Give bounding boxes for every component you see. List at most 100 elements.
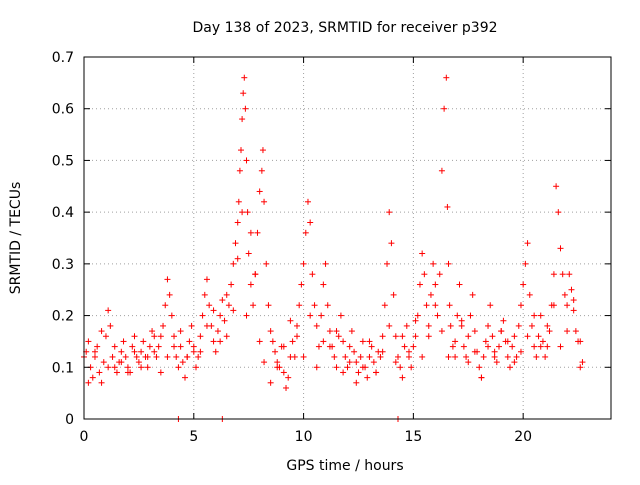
data-point (190, 348, 197, 355)
data-point (381, 302, 388, 309)
data-point (524, 240, 531, 247)
data-point (109, 353, 116, 360)
data-point (436, 271, 443, 278)
data-point (263, 260, 270, 267)
data-point (331, 353, 338, 360)
data-point (425, 333, 432, 340)
data-point (151, 348, 158, 355)
data-point (539, 338, 546, 345)
data-point (85, 338, 92, 345)
data-point (240, 90, 247, 97)
data-point (572, 328, 579, 335)
data-point (465, 359, 472, 366)
data-point (364, 374, 371, 381)
data-point (386, 322, 393, 329)
data-point (386, 209, 393, 216)
chart-title: Day 138 of 2023, SRMTID for receiver p39… (192, 20, 497, 36)
data-point (445, 353, 452, 360)
x-tick-label: 0 (80, 429, 89, 445)
data-point (550, 302, 557, 309)
data-point (217, 312, 224, 319)
data-point (550, 271, 557, 278)
data-point (463, 353, 470, 360)
data-point (309, 271, 316, 278)
y-tick-label: 0.2 (52, 309, 74, 325)
data-point (416, 281, 423, 288)
data-point (370, 359, 377, 366)
data-point (504, 338, 511, 345)
data-point (553, 183, 560, 190)
data-point (228, 281, 235, 288)
y-tick-label: 0.7 (52, 50, 74, 66)
data-point (452, 353, 459, 360)
data-point (555, 209, 562, 216)
data-point (344, 364, 351, 371)
data-point (245, 250, 252, 257)
data-point (566, 271, 573, 278)
data-point (203, 322, 210, 329)
data-point (493, 359, 500, 366)
x-tick-label: 20 (514, 429, 532, 445)
data-point (171, 333, 178, 340)
data-point (399, 333, 406, 340)
x-tick-label: 15 (404, 429, 422, 445)
data-point (261, 359, 268, 366)
data-point (85, 379, 92, 386)
data-point (186, 338, 193, 345)
data-point (157, 333, 164, 340)
data-point (195, 353, 202, 360)
data-point (293, 333, 300, 340)
data-point (91, 348, 98, 355)
data-point (561, 291, 568, 298)
data-point (223, 291, 230, 298)
data-point (537, 343, 544, 350)
data-point (528, 322, 535, 329)
data-point (454, 312, 461, 319)
data-point (322, 260, 329, 267)
data-point (184, 353, 191, 360)
data-point (425, 322, 432, 329)
data-point (395, 353, 402, 360)
y-tick-label: 0.1 (52, 360, 74, 376)
data-points (81, 74, 586, 422)
data-point (379, 348, 386, 355)
data-point (261, 198, 268, 205)
data-point (144, 353, 151, 360)
data-point (388, 240, 395, 247)
data-point (337, 312, 344, 319)
data-point (513, 353, 520, 360)
data-point (140, 338, 147, 345)
data-point (131, 348, 138, 355)
data-point (318, 312, 325, 319)
data-point (201, 291, 208, 298)
data-point (258, 167, 265, 174)
data-point (384, 260, 391, 267)
data-point (467, 312, 474, 319)
data-point (122, 353, 129, 360)
data-point (324, 302, 331, 309)
data-point (401, 343, 408, 350)
data-point (430, 260, 437, 267)
data-point (289, 338, 296, 345)
data-point (238, 147, 245, 154)
data-point (96, 369, 103, 376)
data-point (335, 333, 342, 340)
data-point (98, 379, 105, 386)
data-point (419, 250, 426, 257)
data-point (485, 322, 492, 329)
data-point (111, 343, 118, 350)
data-point (496, 343, 503, 350)
data-point (307, 219, 314, 226)
data-point (177, 343, 184, 350)
data-point (131, 333, 138, 340)
data-point (517, 302, 524, 309)
data-point (153, 353, 160, 360)
y-tick-label: 0.6 (52, 102, 74, 118)
data-point (414, 312, 421, 319)
data-point (252, 271, 259, 278)
data-point (124, 369, 131, 376)
data-point (346, 359, 353, 366)
data-point (531, 312, 538, 319)
data-point (570, 297, 577, 304)
data-point (421, 271, 428, 278)
